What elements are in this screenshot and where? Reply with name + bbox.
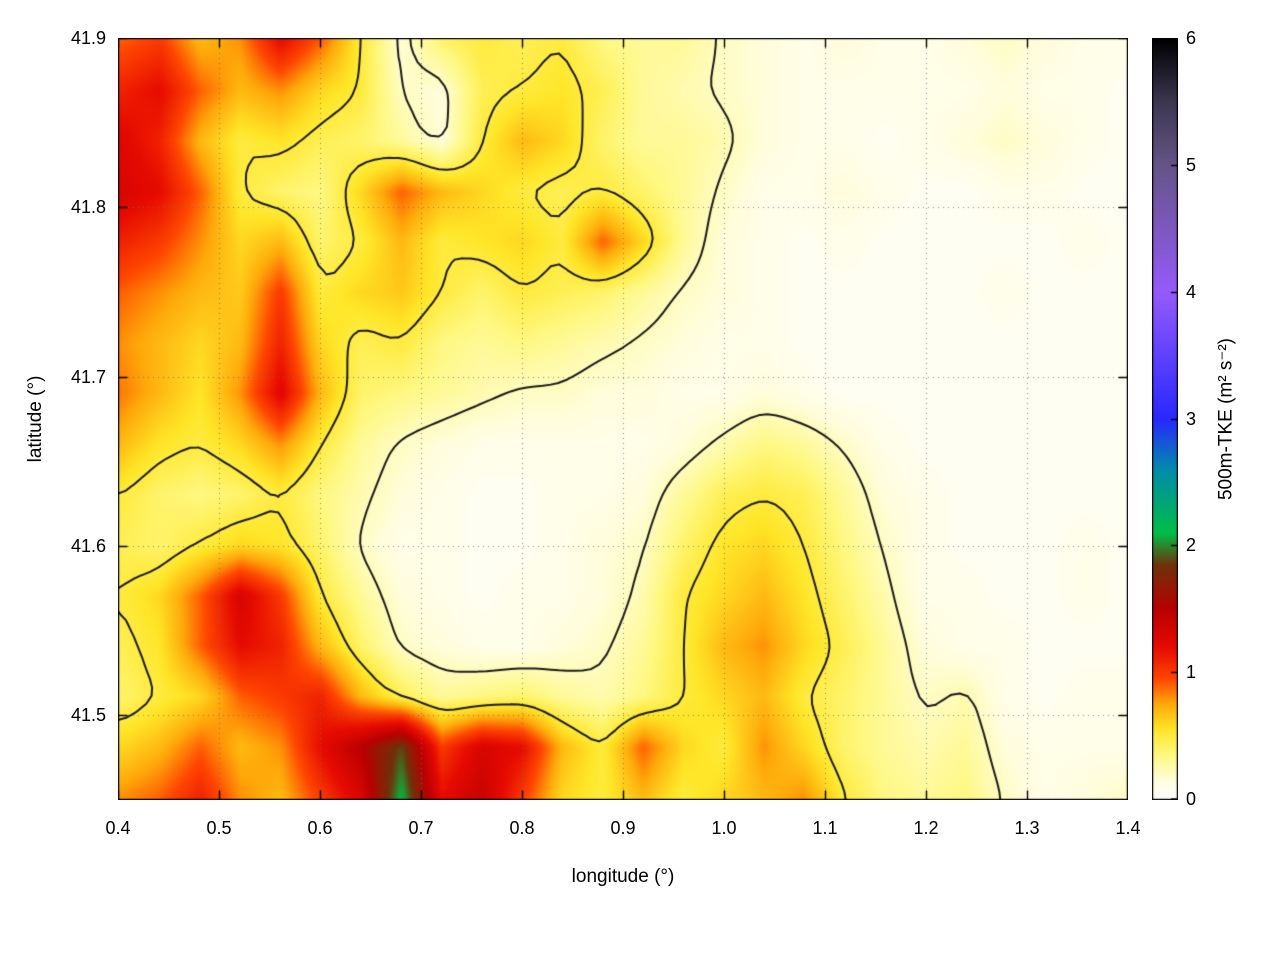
y-tick-label: 41.6 [70, 536, 106, 556]
colorbar-tick-label: 3 [1186, 408, 1197, 429]
x-axis-label: longitude (°) [571, 866, 675, 887]
heatmap-plot-area [118, 38, 1128, 800]
colorbar-tick-label: 5 [1186, 154, 1197, 175]
x-tick-label: 0.6 [307, 818, 333, 838]
x-tick-label: 1.3 [1014, 818, 1040, 838]
x-tick-label: 1.1 [812, 818, 838, 838]
colorbar [1152, 38, 1178, 800]
colorbar-tick-label: 6 [1186, 28, 1197, 48]
x-tick-label: 0.9 [610, 818, 636, 838]
y-tick-label: 41.5 [70, 705, 106, 726]
y-tick-label: 41.7 [70, 366, 106, 387]
colorbar-tick-label: 1 [1186, 662, 1197, 683]
colorbar-tick-label: 0 [1186, 789, 1197, 809]
x-tick-label: 1.0 [711, 818, 737, 838]
colorbar-tick-label: 2 [1186, 535, 1197, 556]
x-tick-label: 0.8 [509, 818, 535, 838]
x-tick-label: 1.4 [1115, 818, 1141, 838]
y-axis-label: latitude (°) [25, 375, 46, 463]
y-tick-label: 41.8 [70, 197, 106, 218]
x-tick-label: 0.4 [105, 818, 131, 838]
colorbar-tick-label: 4 [1186, 281, 1197, 302]
x-tick-label: 1.2 [913, 818, 939, 838]
y-tick-label: 41.9 [70, 28, 106, 48]
x-tick-label: 0.7 [408, 818, 434, 838]
colorbar-label: 500m-TKE (m² s⁻²) [1215, 337, 1237, 501]
x-tick-label: 0.5 [206, 818, 232, 838]
